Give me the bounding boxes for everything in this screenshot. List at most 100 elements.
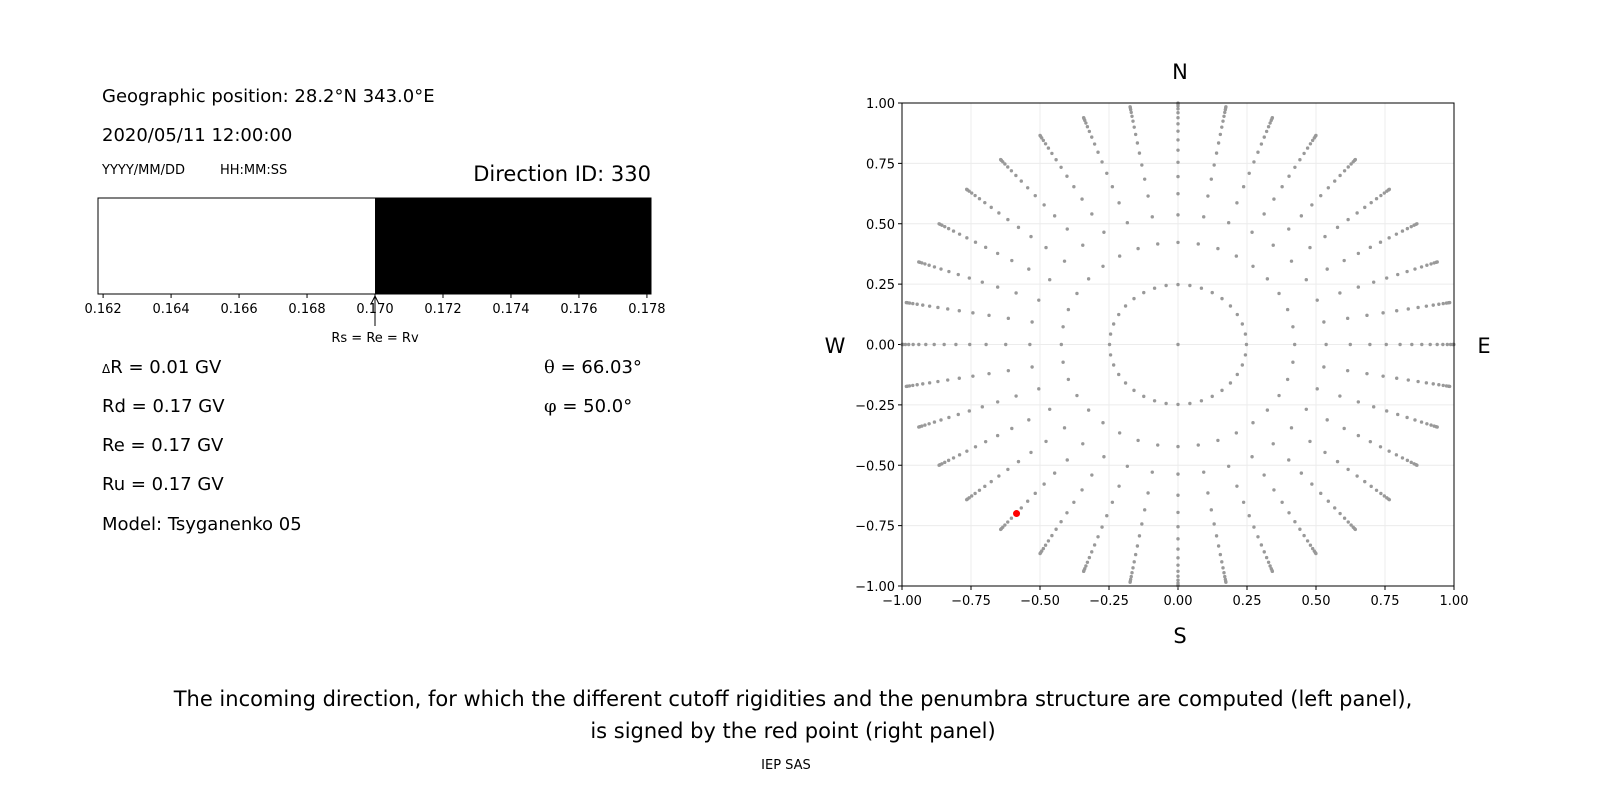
direction-point bbox=[1059, 342, 1064, 347]
direction-point bbox=[1206, 491, 1210, 495]
direction-point bbox=[1176, 537, 1180, 541]
direction-point bbox=[1130, 571, 1134, 575]
direction-point bbox=[946, 226, 951, 231]
direction-point bbox=[973, 240, 978, 244]
direction-point bbox=[1041, 138, 1046, 143]
direction-point bbox=[923, 262, 927, 266]
direction-point bbox=[973, 491, 977, 496]
direction-point bbox=[1369, 200, 1373, 205]
direction-point bbox=[1117, 431, 1122, 435]
direction-point bbox=[1333, 179, 1337, 183]
direction-point bbox=[1387, 187, 1392, 192]
direction-point bbox=[1384, 342, 1388, 347]
direction-point bbox=[1212, 163, 1216, 167]
compass-east: E bbox=[1477, 334, 1490, 358]
direction-point bbox=[911, 301, 915, 306]
direction-point bbox=[951, 456, 956, 460]
x-tick-label: 0.174 bbox=[492, 302, 529, 317]
direction-point bbox=[1142, 177, 1147, 181]
direction-point bbox=[1188, 283, 1192, 288]
direction-point bbox=[973, 445, 978, 449]
direction-point bbox=[1212, 522, 1216, 526]
direction-point bbox=[1110, 500, 1115, 504]
direction-point bbox=[906, 342, 911, 347]
direction-point bbox=[1066, 377, 1071, 382]
y-tick-label: 0.00 bbox=[866, 339, 895, 354]
direction-point bbox=[911, 342, 915, 347]
direction-point bbox=[1299, 214, 1304, 218]
direction-point bbox=[1016, 459, 1021, 464]
direction-point bbox=[1265, 277, 1270, 281]
direction-point bbox=[1342, 169, 1347, 173]
direction-point bbox=[1416, 305, 1420, 310]
direction-point bbox=[1416, 379, 1420, 384]
direction-point bbox=[1084, 564, 1088, 568]
y-tick-label: 1.00 bbox=[866, 97, 895, 112]
direction-point bbox=[1048, 277, 1052, 282]
direction-point bbox=[1224, 105, 1228, 109]
direction-point bbox=[1123, 304, 1128, 308]
direction-point bbox=[1176, 282, 1180, 287]
direction-point bbox=[968, 342, 972, 347]
direction-point bbox=[995, 285, 1000, 289]
direction-point bbox=[1322, 365, 1326, 369]
caption-line-2: is signed by the red point (right panel) bbox=[590, 719, 995, 743]
delta-r-text: R = 0.01 GV bbox=[110, 357, 222, 378]
direction-point bbox=[1016, 225, 1021, 230]
x-tick-label: 0.168 bbox=[288, 302, 325, 317]
direction-point bbox=[1030, 365, 1034, 369]
x-tick-label: 0.166 bbox=[220, 302, 257, 317]
direction-point bbox=[1164, 401, 1168, 406]
direction-point bbox=[921, 303, 925, 307]
direction-point bbox=[1262, 212, 1266, 216]
direction-point bbox=[1061, 325, 1065, 329]
direction-point bbox=[915, 383, 919, 387]
direction-point bbox=[1285, 307, 1290, 312]
direction-point bbox=[1228, 304, 1233, 308]
direction-point bbox=[1262, 135, 1266, 139]
direction-point bbox=[1342, 516, 1347, 520]
direction-point bbox=[1125, 464, 1130, 469]
direction-point bbox=[1176, 174, 1180, 179]
direction-point bbox=[1146, 491, 1150, 495]
direction-point bbox=[917, 342, 921, 347]
direction-point bbox=[1019, 506, 1023, 510]
direction-point bbox=[1176, 192, 1180, 196]
direction-point bbox=[1292, 342, 1297, 347]
direction-point bbox=[1140, 522, 1144, 526]
direction-point bbox=[1285, 377, 1290, 382]
direction-point bbox=[1447, 384, 1452, 389]
direction-point bbox=[936, 379, 940, 384]
direction-point bbox=[1059, 165, 1063, 170]
footer-credit: IEP SAS bbox=[761, 758, 811, 773]
direction-point bbox=[1441, 301, 1445, 306]
direction-point bbox=[1010, 258, 1014, 263]
direction-point bbox=[1108, 353, 1113, 357]
direction-point bbox=[1090, 550, 1094, 554]
direction-point bbox=[1025, 499, 1030, 503]
direction-point bbox=[1413, 267, 1417, 271]
direction-point bbox=[995, 251, 1000, 256]
selected-direction-point bbox=[1013, 510, 1021, 518]
direction-point bbox=[1096, 535, 1100, 539]
direction-point bbox=[1319, 193, 1323, 198]
direction-point bbox=[1202, 470, 1206, 474]
direction-point bbox=[1287, 174, 1291, 178]
delta-symbol: Δ bbox=[102, 362, 111, 376]
direction-point bbox=[1310, 546, 1315, 551]
direction-point bbox=[1345, 368, 1350, 373]
direction-point bbox=[1291, 325, 1295, 329]
direction-point bbox=[1387, 449, 1391, 453]
direction-point bbox=[1199, 286, 1204, 290]
direction-point bbox=[1220, 560, 1224, 564]
direction-point bbox=[1338, 291, 1342, 295]
direction-point bbox=[1345, 316, 1350, 321]
direction-point bbox=[1054, 527, 1058, 531]
direction-point bbox=[1059, 519, 1063, 524]
x-tick-label: 0.176 bbox=[560, 302, 597, 317]
direction-point bbox=[1250, 455, 1254, 459]
direction-point bbox=[1209, 177, 1214, 181]
direction-point bbox=[1080, 488, 1084, 492]
direction-point bbox=[1052, 471, 1057, 475]
direction-point bbox=[1371, 280, 1376, 284]
